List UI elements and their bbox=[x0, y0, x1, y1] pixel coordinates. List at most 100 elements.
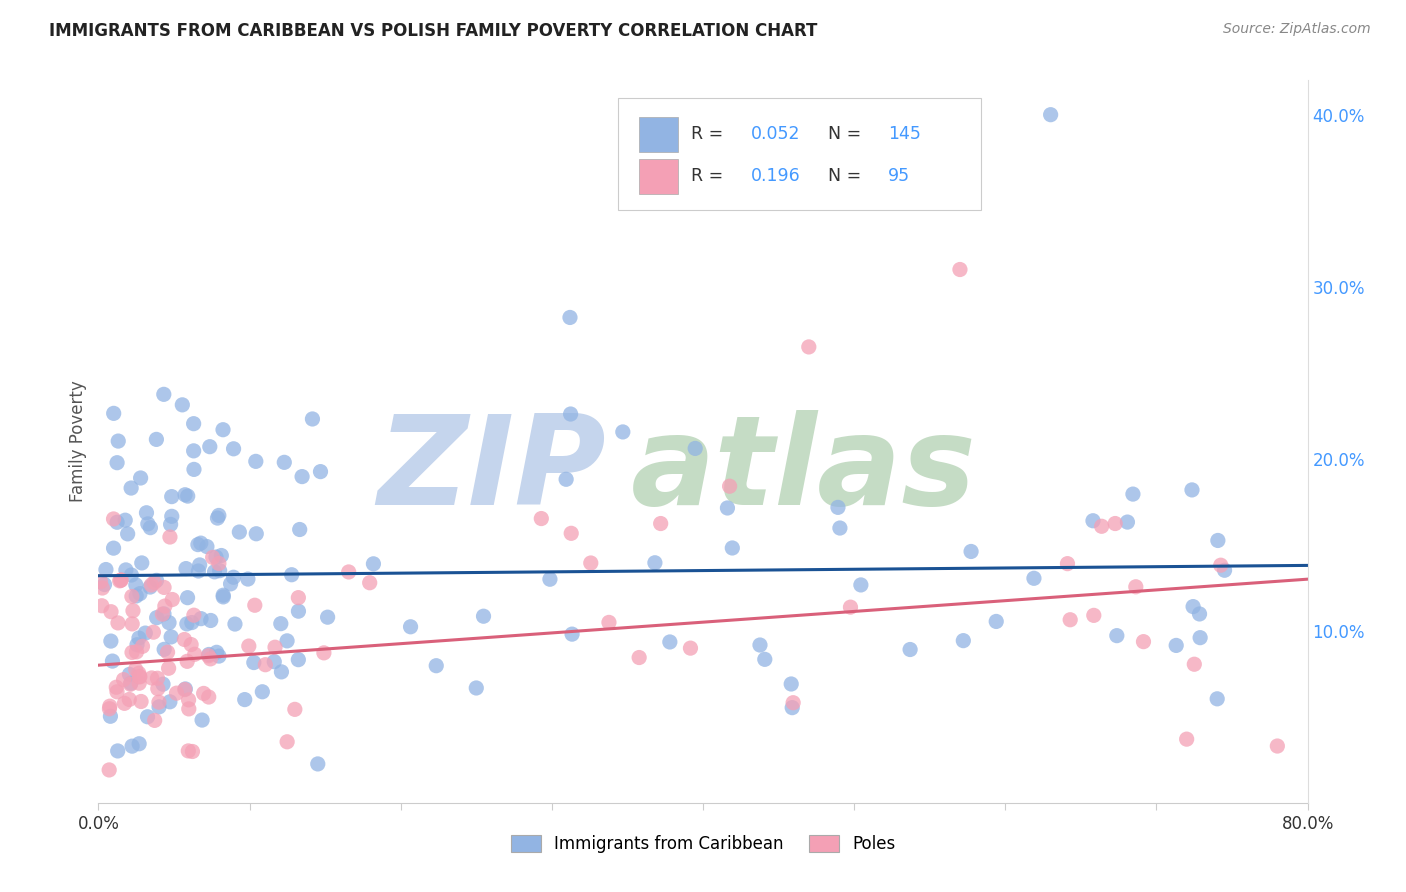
Point bbox=[1267, 739, 1289, 753]
Point bbox=[679, 641, 702, 656]
Point bbox=[530, 511, 553, 525]
Point bbox=[898, 642, 921, 657]
Point bbox=[176, 616, 198, 631]
Text: 0.196: 0.196 bbox=[751, 168, 801, 186]
Point bbox=[100, 709, 122, 723]
Point bbox=[1083, 608, 1105, 623]
Text: atlas: atlas bbox=[630, 410, 976, 531]
Point bbox=[105, 685, 128, 699]
Point bbox=[177, 693, 200, 707]
Point bbox=[183, 608, 205, 623]
Point bbox=[219, 577, 242, 591]
Point bbox=[121, 590, 143, 604]
Point bbox=[1059, 613, 1081, 627]
FancyBboxPatch shape bbox=[619, 98, 981, 211]
Point bbox=[148, 695, 170, 709]
Point bbox=[110, 573, 132, 587]
Point bbox=[146, 681, 169, 696]
Point bbox=[129, 586, 152, 600]
Bar bbox=[638, 159, 678, 194]
Point bbox=[159, 695, 181, 709]
Point bbox=[139, 521, 162, 535]
Point bbox=[198, 440, 221, 454]
Text: 95: 95 bbox=[889, 168, 910, 186]
Point bbox=[159, 517, 181, 532]
Point bbox=[131, 556, 153, 570]
Point bbox=[112, 673, 135, 687]
Point bbox=[134, 626, 156, 640]
Point bbox=[204, 565, 226, 579]
Point bbox=[359, 575, 381, 590]
Point bbox=[718, 479, 741, 493]
Point bbox=[108, 574, 131, 588]
Point bbox=[136, 710, 159, 724]
Point bbox=[187, 564, 209, 578]
Point bbox=[797, 340, 820, 354]
Point bbox=[827, 500, 849, 515]
Point bbox=[208, 649, 231, 664]
Point bbox=[91, 581, 114, 595]
Point bbox=[1022, 571, 1045, 585]
Point bbox=[579, 556, 602, 570]
Point bbox=[212, 590, 235, 604]
Point bbox=[125, 578, 148, 592]
Point bbox=[212, 423, 235, 437]
Point bbox=[160, 490, 183, 504]
Point bbox=[683, 442, 706, 456]
Point bbox=[107, 434, 129, 448]
Point bbox=[160, 509, 183, 524]
Point bbox=[94, 562, 117, 576]
Point bbox=[205, 645, 228, 659]
Point bbox=[190, 612, 212, 626]
Point bbox=[201, 550, 224, 565]
Point bbox=[273, 455, 295, 469]
Point bbox=[952, 633, 974, 648]
Point bbox=[1105, 629, 1128, 643]
Point bbox=[1188, 607, 1211, 621]
Point bbox=[839, 600, 862, 615]
Point bbox=[628, 650, 651, 665]
Point bbox=[120, 568, 142, 582]
Point bbox=[1056, 557, 1078, 571]
Point bbox=[128, 676, 150, 690]
Point bbox=[561, 627, 583, 641]
Point bbox=[115, 563, 138, 577]
Point bbox=[135, 506, 157, 520]
Point bbox=[103, 541, 125, 556]
Text: N =: N = bbox=[828, 126, 866, 144]
Text: IMMIGRANTS FROM CARIBBEAN VS POLISH FAMILY POVERTY CORRELATION CHART: IMMIGRANTS FROM CARIBBEAN VS POLISH FAMI… bbox=[49, 22, 817, 40]
Point bbox=[129, 694, 152, 708]
Point bbox=[114, 696, 136, 710]
Point bbox=[949, 262, 972, 277]
Point bbox=[1206, 533, 1229, 548]
Point bbox=[1182, 657, 1205, 672]
Point bbox=[1213, 563, 1236, 577]
Point bbox=[238, 639, 260, 653]
Point bbox=[960, 544, 983, 558]
Point bbox=[560, 407, 582, 421]
Point bbox=[212, 588, 235, 602]
Point bbox=[131, 640, 153, 654]
Point bbox=[193, 686, 215, 700]
Point bbox=[145, 610, 167, 624]
Point bbox=[198, 648, 221, 662]
Point bbox=[1209, 558, 1232, 573]
Point bbox=[139, 580, 162, 594]
Point bbox=[141, 671, 163, 685]
Point bbox=[159, 530, 181, 544]
Point bbox=[205, 549, 228, 564]
Bar bbox=[638, 117, 678, 152]
Point bbox=[291, 469, 314, 483]
Point bbox=[558, 310, 581, 325]
Point bbox=[1116, 515, 1139, 529]
Text: Source: ZipAtlas.com: Source: ZipAtlas.com bbox=[1223, 22, 1371, 37]
Point bbox=[1039, 108, 1062, 122]
Point bbox=[153, 387, 176, 401]
Point bbox=[301, 412, 323, 426]
Point bbox=[650, 516, 672, 531]
Point bbox=[105, 516, 128, 530]
Point bbox=[120, 677, 142, 691]
Point bbox=[1166, 639, 1188, 653]
Point bbox=[754, 652, 776, 666]
Point bbox=[208, 508, 231, 523]
